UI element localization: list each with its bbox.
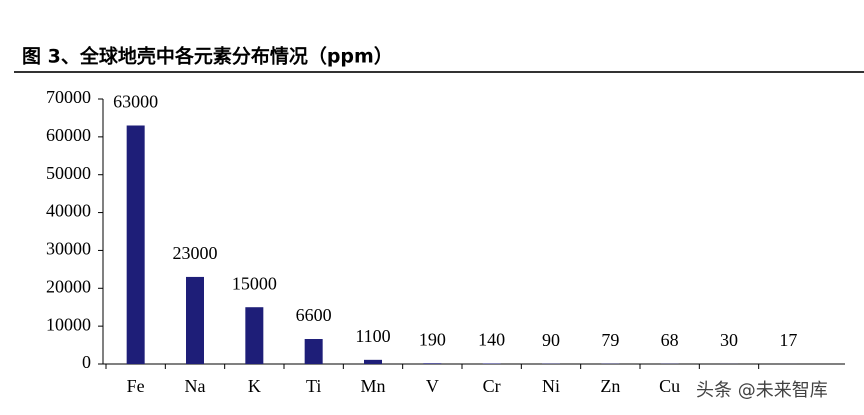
bar (245, 307, 264, 364)
data-label: 1100 (355, 326, 390, 346)
x-tick-label: Na (185, 376, 206, 396)
x-tick-label: Mn (360, 376, 385, 396)
x-tick-label: Cu (659, 376, 680, 396)
data-label: 17 (779, 330, 797, 350)
data-label: 190 (419, 329, 446, 349)
y-tick-label: 60000 (46, 125, 91, 145)
y-tick-label: 50000 (46, 163, 91, 183)
data-label: 23000 (173, 243, 218, 263)
chart-title: 图 3、全球地壳中各元素分布情况（ppm） (22, 45, 393, 68)
bar (423, 363, 442, 364)
data-label: 6600 (296, 305, 332, 325)
y-tick-label: 10000 (46, 314, 91, 334)
data-label: 68 (661, 330, 679, 350)
x-tick-label: Ni (542, 376, 560, 396)
data-label: 15000 (232, 273, 277, 293)
y-tick-label: 40000 (46, 201, 91, 221)
x-tick-label: Ti (306, 376, 321, 396)
data-label: 90 (542, 330, 560, 350)
x-tick-label: Cr (483, 376, 501, 396)
bar (126, 125, 145, 364)
y-tick-label: 30000 (46, 239, 91, 259)
y-tick-label: 70000 (46, 87, 91, 107)
y-tick-label: 0 (82, 352, 91, 372)
y-tick-label: 20000 (46, 276, 91, 296)
data-label: 63000 (113, 92, 158, 112)
x-tick-label: V (426, 376, 439, 396)
x-tick-label: Fe (127, 376, 145, 396)
x-tick-label: Zn (600, 376, 620, 396)
watermark: 头条 @未来智库 (696, 380, 828, 401)
bar (482, 363, 501, 364)
data-label: 79 (601, 330, 619, 350)
bar (304, 339, 323, 364)
x-tick-label: K (248, 376, 261, 396)
bar (186, 276, 204, 364)
data-label: 140 (478, 330, 505, 350)
data-label: 30 (720, 330, 738, 350)
bar (364, 359, 382, 364)
